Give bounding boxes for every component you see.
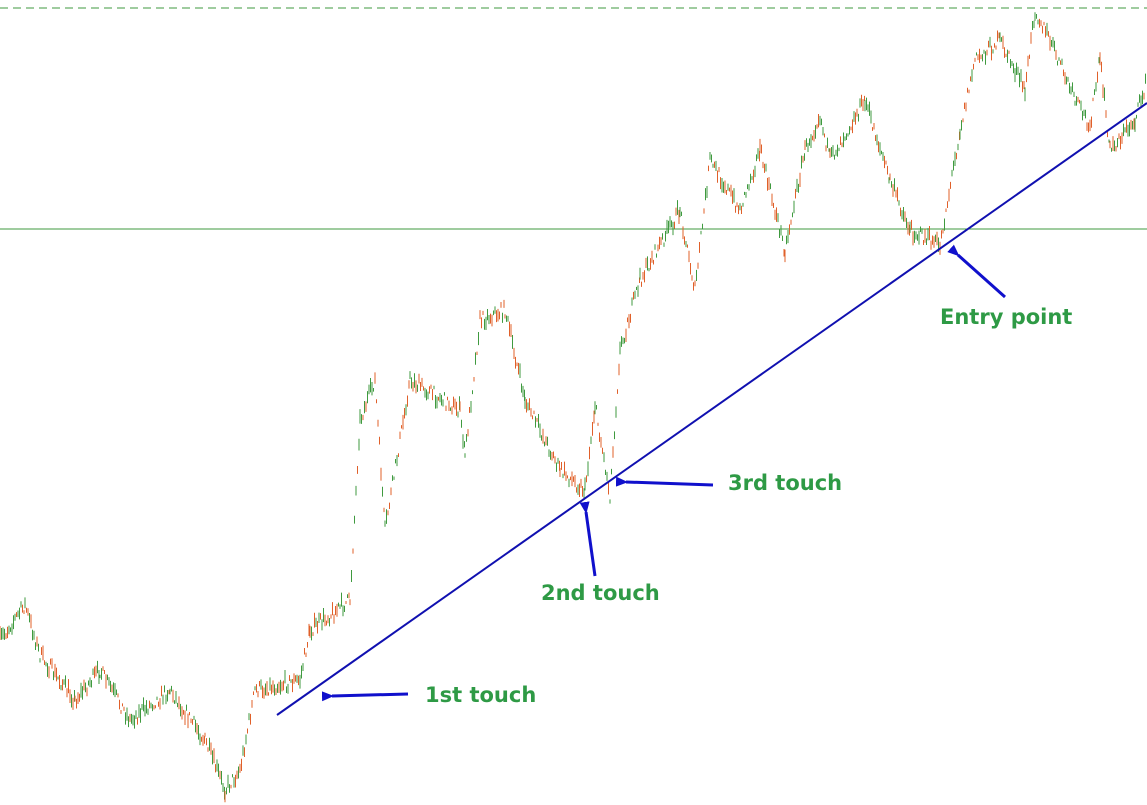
annotation: 1st touch — [425, 683, 536, 707]
trend-line — [276, 102, 1147, 716]
arrow — [947, 244, 1006, 299]
annotation: 3rd touch — [728, 471, 842, 495]
annotation: 2nd touch — [541, 581, 660, 605]
arrow — [579, 501, 597, 577]
annotation: Entry point — [940, 305, 1072, 329]
arrow — [321, 691, 409, 702]
arrow — [615, 476, 714, 487]
price-series — [0, 12, 1146, 803]
